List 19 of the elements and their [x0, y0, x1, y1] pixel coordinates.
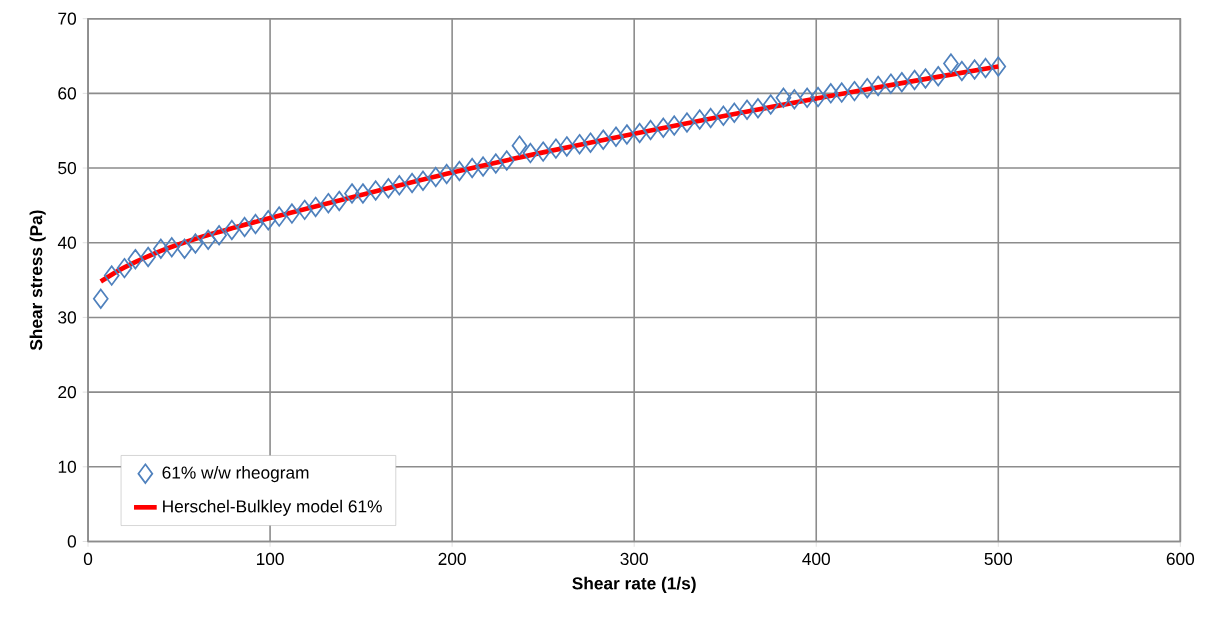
y-tick-label: 0: [67, 535, 77, 548]
legend-label: Herschel-Bulkley model 61%: [163, 500, 382, 517]
x-tick-label: 200: [438, 553, 466, 566]
x-tick-label: 300: [620, 553, 648, 566]
x-tick-label: 400: [802, 553, 830, 566]
y-tick-label: 30: [58, 311, 77, 324]
x-tick-label: 500: [984, 553, 1013, 566]
x-tick-label: 0: [83, 553, 93, 566]
y-tick-label: 10: [58, 460, 77, 474]
x-tick-label: 100: [256, 553, 284, 566]
legend-label: 61% w/w rheogram: [162, 466, 309, 483]
y-tick-label: 40: [57, 236, 77, 250]
x-axis-title: Shear rate (1/s): [572, 577, 696, 594]
y-tick-label: 60: [58, 87, 77, 100]
x-tick-label: 600: [1166, 553, 1195, 566]
y-axis-title: Shear stress (Pa): [29, 210, 46, 351]
y-tick-label: 20: [58, 386, 77, 399]
y-tick-label: 50: [58, 162, 77, 175]
y-tick-label: 70: [58, 12, 77, 26]
